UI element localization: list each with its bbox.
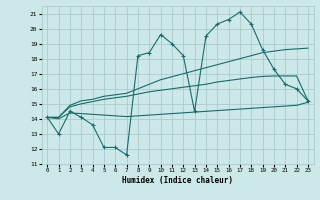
X-axis label: Humidex (Indice chaleur): Humidex (Indice chaleur) (122, 176, 233, 185)
